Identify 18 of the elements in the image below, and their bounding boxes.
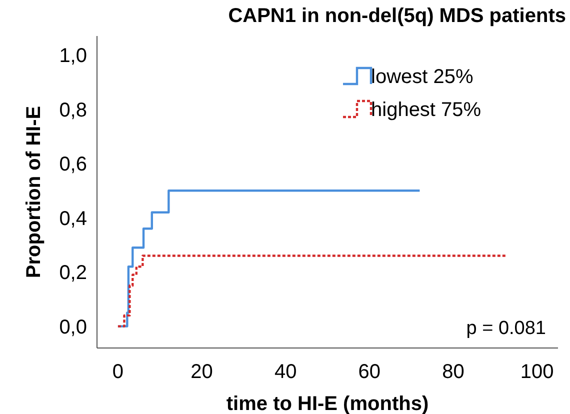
y-tick-label: 0,0 xyxy=(59,316,87,338)
legend-label: highest 75% xyxy=(371,99,482,121)
y-tick-label: 0,6 xyxy=(59,154,87,176)
chart-title: CAPN1 in non-del(5q) MDS patients xyxy=(228,5,566,27)
y-tick-label: 0,8 xyxy=(59,99,87,122)
x-axis-title: time to HI-E (months) xyxy=(226,393,429,414)
x-tick-label: 80 xyxy=(442,361,464,383)
x-tick-label: 40 xyxy=(274,361,297,383)
x-tick-label: 0 xyxy=(112,361,124,383)
x-tick-label: 60 xyxy=(358,361,381,383)
annotation: p = 0.081 xyxy=(466,318,546,339)
y-axis-title: Proportion of HI-E xyxy=(23,106,45,278)
x-tick-label: 100 xyxy=(520,361,554,383)
y-tick-label: 1,0 xyxy=(59,44,87,67)
y-tick-label: 0,4 xyxy=(59,208,87,230)
x-tick-label: 20 xyxy=(190,361,213,383)
y-tick-label: 0,2 xyxy=(59,262,87,284)
legend-label: lowest 25% xyxy=(371,66,474,88)
